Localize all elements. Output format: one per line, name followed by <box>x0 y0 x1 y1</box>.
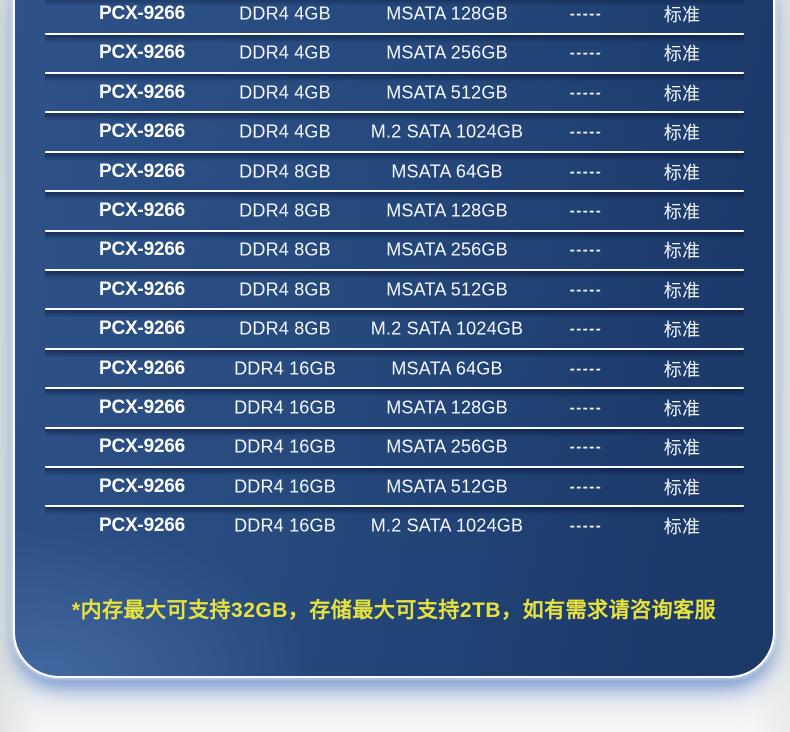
standard-cell: 标准 <box>663 398 701 419</box>
model-cell: PCX-9266 <box>98 515 186 537</box>
standard-cell: 标准 <box>663 280 701 301</box>
model-cell: PCX-9266 <box>98 160 186 182</box>
dash-cell: ----- <box>569 360 603 377</box>
dash-cell: ----- <box>569 202 603 220</box>
dash-cell: ----- <box>569 123 603 141</box>
standard-cell: 标准 <box>663 201 701 222</box>
model-cell: PCX-9266 <box>98 2 186 24</box>
memory-cell: DDR4 16GB <box>234 515 336 536</box>
table-row: PCX-9266 DDR4 4GB MSATA 128GB ----- 标准 <box>15 0 773 34</box>
storage-cell: M.2 SATA 1024GB <box>370 515 524 536</box>
memory-cell: DDR4 8GB <box>239 279 331 300</box>
dash-cell: ----- <box>569 241 603 259</box>
model-cell: PCX-9266 <box>98 357 186 379</box>
table-row: PCX-9266 DDR4 8GB MSATA 256GB ----- 标准 <box>15 229 773 270</box>
storage-cell: MSATA 256GB <box>386 239 508 260</box>
standard-cell: 标准 <box>663 162 701 183</box>
standard-cell: 标准 <box>663 4 701 25</box>
memory-cell: DDR4 4GB <box>239 42 331 63</box>
model-cell: PCX-9266 <box>98 396 186 418</box>
spec-table: PCX-9266 DDR4 4GB MSATA 128GB ----- 标准 P… <box>15 0 773 546</box>
dash-cell: ----- <box>569 478 603 496</box>
standard-cell: 标准 <box>663 359 701 380</box>
dash-cell: ----- <box>569 320 603 338</box>
table-row: PCX-9266 DDR4 8GB M.2 SATA 1024GB ----- … <box>15 308 773 348</box>
standard-cell: 标准 <box>663 241 701 262</box>
model-cell: PCX-9266 <box>98 121 186 143</box>
dash-cell: ----- <box>569 399 603 417</box>
model-cell: PCX-9266 <box>98 436 186 458</box>
model-cell: PCX-9266 <box>98 278 186 300</box>
table-row: PCX-9266 DDR4 4GB MSATA 512GB ----- 标准 <box>15 72 773 112</box>
memory-cell: DDR4 8GB <box>239 318 331 339</box>
standard-cell: 标准 <box>663 438 701 459</box>
standard-cell: 标准 <box>663 44 701 65</box>
table-row: PCX-9266 DDR4 16GB MSATA 64GB ----- 标准 <box>15 347 773 388</box>
model-cell: PCX-9266 <box>98 81 186 103</box>
model-cell: PCX-9266 <box>98 239 186 261</box>
table-row: PCX-9266 DDR4 8GB MSATA 128GB ----- 标准 <box>15 190 773 230</box>
table-row: PCX-9266 DDR4 4GB MSATA 256GB ----- 标准 <box>15 32 773 73</box>
storage-cell: MSATA 128GB <box>386 397 508 418</box>
storage-cell: MSATA 512GB <box>386 476 508 497</box>
model-cell: PCX-9266 <box>98 318 186 340</box>
top-edge-shadow <box>45 0 744 6</box>
spec-table-panel: PCX-9266 DDR4 4GB MSATA 128GB ----- 标准 P… <box>13 0 775 678</box>
standard-cell: 标准 <box>663 477 701 498</box>
standard-cell: 标准 <box>663 320 701 341</box>
memory-cell: DDR4 4GB <box>239 82 331 103</box>
table-row: PCX-9266 DDR4 4GB M.2 SATA 1024GB ----- … <box>15 111 773 151</box>
memory-cell: DDR4 8GB <box>239 239 331 260</box>
model-cell: PCX-9266 <box>98 42 186 64</box>
table-row: PCX-9266 DDR4 8GB MSATA 512GB ----- 标准 <box>15 269 773 309</box>
memory-cell: DDR4 16GB <box>234 397 336 418</box>
storage-cell: MSATA 256GB <box>386 436 508 457</box>
memory-cell: DDR4 4GB <box>239 3 331 24</box>
memory-cell: DDR4 4GB <box>239 121 331 142</box>
dash-cell: ----- <box>569 44 603 62</box>
memory-cell: DDR4 8GB <box>239 200 331 221</box>
footnote: *内存最大可支持32GB，存储最大可支持2TB，如有需求请咨询客服 <box>71 599 717 622</box>
storage-cell: M.2 SATA 1024GB <box>370 121 524 142</box>
memory-cell: DDR4 16GB <box>234 358 336 378</box>
table-row: PCX-9266 DDR4 8GB MSATA 64GB ----- 标准 <box>15 150 773 191</box>
dash-cell: ----- <box>569 84 603 102</box>
standard-cell: 标准 <box>663 83 701 104</box>
standard-cell: 标准 <box>663 517 701 538</box>
dash-cell: ----- <box>569 517 603 535</box>
storage-cell: MSATA 128GB <box>386 200 508 221</box>
memory-cell: DDR4 8GB <box>239 161 331 182</box>
storage-cell: MSATA 128GB <box>386 3 508 24</box>
table-row: PCX-9266 DDR4 16GB MSATA 128GB ----- 标准 <box>15 387 773 427</box>
storage-cell: MSATA 512GB <box>386 82 508 103</box>
dash-cell: ----- <box>569 163 603 181</box>
storage-cell: MSATA 256GB <box>386 42 508 63</box>
memory-cell: DDR4 16GB <box>234 436 336 457</box>
memory-cell: DDR4 16GB <box>234 476 336 497</box>
table-row: PCX-9266 DDR4 16GB M.2 SATA 1024GB -----… <box>15 505 773 545</box>
standard-cell: 标准 <box>663 123 701 144</box>
table-row: PCX-9266 DDR4 16GB MSATA 512GB ----- 标准 <box>15 465 773 506</box>
storage-cell: MSATA 64GB <box>391 358 503 378</box>
storage-cell: MSATA 64GB <box>391 161 503 182</box>
dash-cell: ----- <box>569 5 603 23</box>
storage-cell: MSATA 512GB <box>386 279 508 300</box>
dash-cell: ----- <box>569 438 603 456</box>
table-row: PCX-9266 DDR4 16GB MSATA 256GB ----- 标准 <box>15 426 773 467</box>
model-cell: PCX-9266 <box>98 475 186 497</box>
storage-cell: M.2 SATA 1024GB <box>370 318 524 339</box>
dash-cell: ----- <box>569 281 603 299</box>
model-cell: PCX-9266 <box>98 199 186 221</box>
